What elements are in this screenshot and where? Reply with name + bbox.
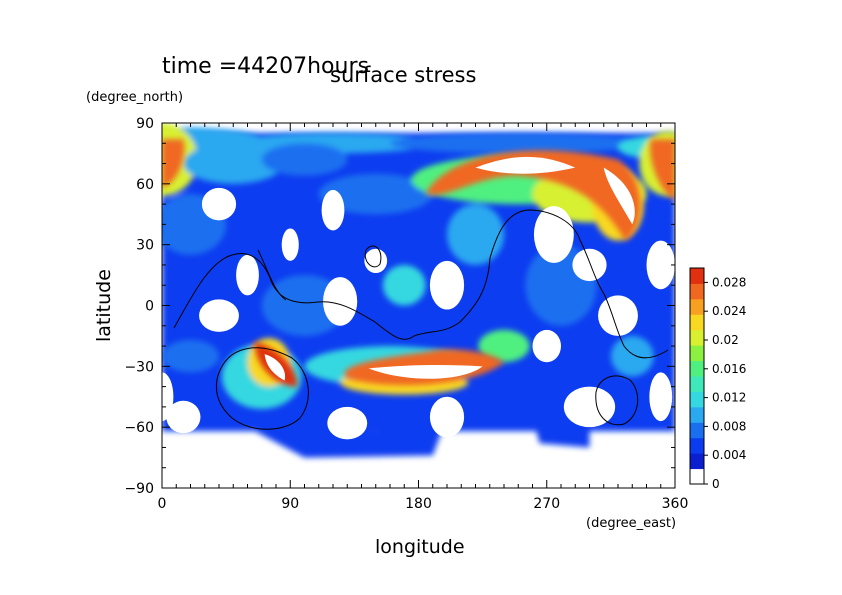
x-tick-label: 360: [662, 496, 689, 512]
low-stress-gap-8: [572, 248, 607, 282]
y-tick-label: −60: [124, 420, 154, 436]
colorbar-swatch: [690, 314, 704, 331]
y-tick-label: 90: [136, 116, 154, 132]
field-patch-8: [318, 173, 433, 215]
colorbar: 0.028 0.024 0.02 0.016 0.012 0.008 0.004 0: [689, 267, 746, 491]
y-tick-label: −90: [124, 481, 154, 497]
colorbar-tick-label: 0: [712, 477, 720, 491]
x-unit-label: (degree_east): [586, 516, 676, 531]
colorbar-swatch: [690, 406, 704, 423]
time-label: time =44207hours: [162, 54, 369, 79]
colorbar-frame: [689, 267, 705, 485]
field-south-east-lobe: [532, 417, 590, 448]
heatmap-high: [162, 139, 675, 387]
colorbar-tick-label: 0.024: [712, 304, 746, 318]
colorbar-swatch: [690, 360, 704, 377]
ridge-north-arc: [425, 150, 641, 241]
low-stress-gap-12: [563, 386, 616, 428]
coastline-outlines: [173, 209, 669, 430]
field-patch-20: [610, 335, 654, 377]
heatmap-field: [162, 123, 675, 458]
low-stress-gap-6: [429, 260, 465, 310]
colorbar-swatch: [690, 453, 704, 470]
colorbar-tick-label: 0.02: [712, 333, 739, 347]
x-tick-label: 0: [158, 496, 167, 512]
colorbar-swatch: [690, 345, 704, 362]
colorbar-tick-label: 0.004: [712, 448, 746, 462]
low-stress-gap-4: [323, 277, 358, 326]
field-patch-19: [162, 339, 219, 373]
colorbar-swatch: [690, 437, 704, 454]
colorbar-tick-label: 0.012: [712, 391, 746, 405]
low-stress-gap-13: [429, 396, 465, 438]
x-tick-label: 270: [533, 496, 560, 512]
core-south-band: [368, 365, 483, 379]
chart-title: surface stress: [330, 63, 476, 87]
low-stress-gap-2: [281, 228, 299, 261]
axes: 0 90 180 270 360 90 60 30 0 −30 −60 −90: [124, 116, 688, 512]
field-patch-7: [261, 143, 348, 176]
y-tick-label: −30: [124, 359, 154, 375]
low-stress-gap-11: [532, 329, 561, 363]
low-stress-gap-3: [364, 248, 388, 274]
core-north-arc-2: [603, 167, 635, 225]
low-stress-gap-17: [649, 372, 673, 422]
ridge-ne-corner: [650, 139, 675, 201]
colorbar-swatch: [690, 298, 704, 315]
y-tick-label: 60: [136, 177, 154, 193]
x-tick-label: 90: [281, 496, 299, 512]
colorbar-tick-label: 0.028: [712, 275, 746, 289]
field-patch-2: [390, 133, 647, 154]
colorbar-swatch: [690, 268, 704, 284]
colorbar-swatch: [690, 376, 704, 392]
core-north-arc-1: [475, 156, 576, 174]
low-stress-gap-14: [327, 406, 368, 440]
x-axis-label: longitude: [375, 536, 465, 558]
low-stress-gap-18: [236, 254, 259, 296]
ridge-nw-corner: [162, 139, 185, 188]
field-patch-6: [183, 143, 284, 184]
y-tick-label: 0: [145, 299, 154, 315]
x-tick-label: 180: [405, 496, 432, 512]
colorbar-swatch: [690, 422, 704, 439]
y-axis-label: latitude: [93, 269, 115, 342]
field-patch-14: [478, 329, 530, 363]
core-sw-cyclone: [264, 354, 286, 381]
field-patch-13: [382, 264, 426, 306]
low-stress-gap-16: [162, 372, 174, 422]
low-stress-gap-5: [199, 299, 239, 332]
low-stress-gap-15: [166, 400, 201, 434]
low-stress-gap-0: [201, 187, 237, 221]
low-stress-gap-9: [646, 240, 675, 290]
colorbar-swatch: [690, 391, 704, 408]
y-unit-label: (degree_north): [86, 90, 183, 105]
low-stress-gap-10: [598, 295, 638, 336]
colorbar-swatch: [690, 283, 704, 300]
y-tick-label: 30: [136, 238, 154, 254]
field-patch-12: [447, 204, 504, 265]
colorbar-tick-label: 0.008: [712, 419, 746, 433]
colorbar-swatch: [690, 468, 704, 485]
low-stress-gap-1: [321, 189, 345, 231]
colorbar-swatch: [690, 329, 704, 346]
colorbar-tick-label: 0.016: [712, 362, 746, 376]
